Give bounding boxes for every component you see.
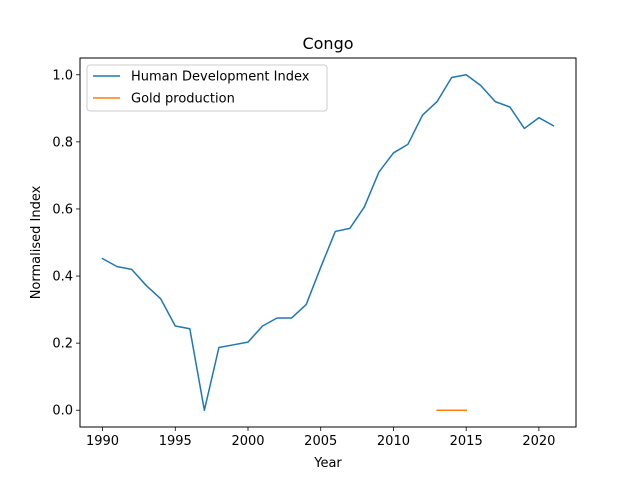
x-tick-label-2005: 2005 (304, 434, 337, 449)
y-tick-label-0.8: 0.8 (52, 135, 73, 150)
chart-title: Congo (302, 34, 353, 53)
legend-label-human-development-index: Human Development Index (131, 70, 310, 85)
x-tick-label-2020: 2020 (522, 434, 555, 449)
legend: Human Development Index Gold production (86, 64, 328, 112)
legend-box (86, 64, 328, 112)
y-tick-label-0.4: 0.4 (52, 270, 73, 285)
y-tick-label-0.0: 0.0 (52, 404, 73, 419)
legend-label-gold-production: Gold production (131, 92, 235, 107)
axes-frame (79, 57, 577, 428)
y-axis-label: Normalised Index (29, 185, 44, 299)
series-line-human-development-index (101, 74, 555, 411)
x-tick-label-2015: 2015 (450, 434, 483, 449)
x-tick-label-2010: 2010 (377, 434, 410, 449)
x-tick-label-2000: 2000 (231, 434, 264, 449)
y-tick-label-0.6: 0.6 (52, 202, 73, 217)
x-tick-label-1995: 1995 (159, 434, 192, 449)
x-tick-label-1990: 1990 (86, 434, 119, 449)
plot-area (101, 74, 555, 411)
y-tick-label-0.2: 0.2 (52, 337, 73, 352)
x-axis-label: Year (313, 456, 342, 471)
y-tick-label-1.0: 1.0 (52, 68, 73, 83)
